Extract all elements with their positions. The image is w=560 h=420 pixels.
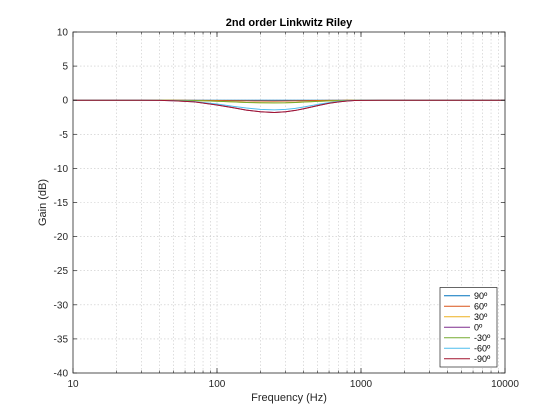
legend-label: -30º <box>474 333 491 343</box>
y-tick-label: -25 <box>54 266 69 277</box>
y-tick-label: 10 <box>57 28 69 39</box>
series-lines <box>73 99 505 113</box>
chart-title: 2nd order Linkwitz Riley <box>226 17 353 29</box>
legend-label: -90º <box>474 354 491 364</box>
legend-label: 30º <box>474 312 488 322</box>
y-tick-label: 0 <box>62 96 68 107</box>
legend-label: -60º <box>474 343 491 353</box>
y-tick-label: -5 <box>59 130 68 141</box>
x-tick-label: 10000 <box>491 379 519 390</box>
legend-label: 90º <box>474 291 488 301</box>
y-tick-label: -30 <box>54 300 69 311</box>
y-tick-label: -10 <box>54 164 69 175</box>
x-tick-label: 100 <box>209 379 226 390</box>
y-tick-label: -35 <box>54 334 69 345</box>
y-tick-label: -20 <box>54 232 69 243</box>
legend-label: 60º <box>474 301 488 311</box>
y-axis-label: Gain (dB) <box>37 179 49 226</box>
y-tick-label: -40 <box>54 369 69 380</box>
series-line <box>73 99 505 113</box>
plot-area <box>73 32 505 373</box>
x-axis-label: Frequency (Hz) <box>251 392 327 404</box>
x-tick-label: 10 <box>67 379 79 390</box>
legend-label: 0º <box>474 322 483 332</box>
y-tick-label: -15 <box>54 198 69 209</box>
x-tick-label: 1000 <box>350 379 373 390</box>
y-tick-label: 5 <box>62 62 68 73</box>
